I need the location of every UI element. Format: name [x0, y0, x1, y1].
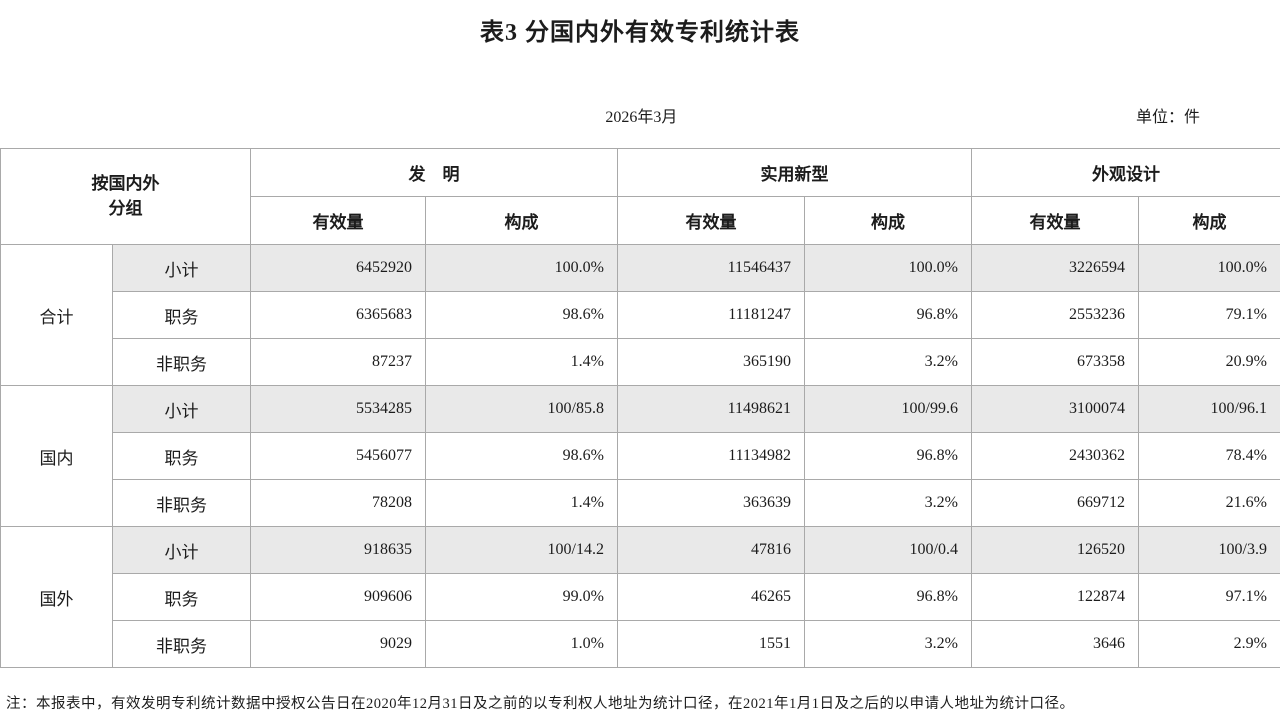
table-cell: 1.4% — [425, 338, 618, 386]
table-cell: 2.9% — [1138, 620, 1280, 668]
table-cell: 3.2% — [804, 338, 972, 386]
table-row: 合计 小计 6452920 100.0% 11546437 100.0% 322… — [0, 244, 1280, 386]
col-header-invention-composition: 构成 — [425, 196, 618, 245]
table-row: 职务 909606 99.0% 46265 96.8% 122874 97.1% — [1, 573, 1280, 621]
header-row-subcolumns: 有效量 构成 有效量 构成 有效量 构成 — [1, 196, 1280, 245]
table-cell: 1551 — [617, 620, 805, 668]
table-row: 职务 5456077 98.6% 11134982 96.8% 2430362 … — [1, 432, 1280, 480]
table-cell: 100/14.2 — [425, 526, 618, 574]
table-cell: 3226594 — [971, 244, 1139, 292]
header-row-groups: 按国内外 分组 发 明 实用新型 外观设计 — [0, 148, 1280, 245]
table-cell: 100/3.9 — [1138, 526, 1280, 574]
table-cell: 11181247 — [617, 291, 805, 339]
col-header-invention: 发 明 — [250, 148, 618, 197]
row-header-group-by: 按国内外 分组 — [0, 148, 251, 245]
table-row: 国外 小计 918635 100/14.2 47816 100/0.4 1265… — [0, 526, 1280, 668]
category-label: 非职务 — [112, 620, 251, 668]
table-cell: 363639 — [617, 479, 805, 527]
table-cell: 1.0% — [425, 620, 618, 668]
group-label-total: 合计 — [0, 244, 113, 386]
table-cell: 100/85.8 — [425, 385, 618, 433]
table-cell: 5534285 — [250, 385, 426, 433]
footnote-text: 注：本报表中，有效发明专利统计数据中授权公告日在2020年12月31日及之前的以… — [6, 696, 1075, 712]
category-label: 职务 — [112, 432, 251, 480]
table-cell: 2553236 — [971, 291, 1139, 339]
table-cell: 669712 — [971, 479, 1139, 527]
table-cell: 78.4% — [1138, 432, 1280, 480]
meta-row: 2026年3月 单位：件 — [0, 103, 1280, 126]
col-header-utility-composition: 构成 — [804, 196, 972, 245]
table-cell: 673358 — [971, 338, 1139, 386]
col-header-design-valid: 有效量 — [971, 196, 1139, 245]
table-cell: 100.0% — [425, 244, 618, 292]
table-row: 非职务 78208 1.4% 363639 3.2% 669712 21.6% — [1, 479, 1280, 527]
table-cell: 11134982 — [617, 432, 805, 480]
table-cell: 100.0% — [1138, 244, 1280, 292]
table-cell: 100/96.1 — [1138, 385, 1280, 433]
col-header-utility-valid: 有效量 — [617, 196, 805, 245]
row-header-line2: 分组 — [108, 198, 143, 218]
table-cell: 6365683 — [250, 291, 426, 339]
patent-statistics-table: 按国内外 分组 发 明 实用新型 外观设计 有效量 构成 有效量 构成 有效量 … — [0, 148, 1280, 668]
table-cell: 99.0% — [425, 573, 618, 621]
category-label: 职务 — [112, 291, 251, 339]
category-label: 非职务 — [112, 338, 251, 386]
table-cell: 47816 — [617, 526, 805, 574]
category-label: 职务 — [112, 573, 251, 621]
table-cell: 96.8% — [804, 432, 972, 480]
group-label-domestic: 国内 — [0, 385, 113, 527]
category-label: 小计 — [112, 385, 251, 433]
table-cell: 87237 — [250, 338, 426, 386]
table-cell: 3646 — [971, 620, 1139, 668]
category-label: 小计 — [112, 526, 251, 574]
table-cell: 3.2% — [804, 479, 972, 527]
table-cell: 100.0% — [804, 244, 972, 292]
table-cell: 96.8% — [804, 573, 972, 621]
table-row: 国内 小计 5534285 100/85.8 11498621 100/99.6… — [0, 385, 1280, 527]
table-cell: 100/99.6 — [804, 385, 972, 433]
table-cell: 11546437 — [617, 244, 805, 292]
table-cell: 20.9% — [1138, 338, 1280, 386]
table-cell: 98.6% — [425, 291, 618, 339]
table-cell: 6452920 — [250, 244, 426, 292]
table-cell: 98.6% — [425, 432, 618, 480]
table-cell: 3.2% — [804, 620, 972, 668]
table-cell: 100/0.4 — [804, 526, 972, 574]
group-label-foreign: 国外 — [0, 526, 113, 668]
table-cell: 918635 — [250, 526, 426, 574]
table-cell: 96.8% — [804, 291, 972, 339]
table-cell: 2430362 — [971, 432, 1139, 480]
col-header-invention-valid: 有效量 — [250, 196, 426, 245]
col-header-design: 外观设计 — [971, 148, 1280, 197]
category-label: 小计 — [112, 244, 251, 292]
table-row: 非职务 9029 1.0% 1551 3.2% 3646 2.9% — [1, 620, 1280, 668]
table-cell: 11498621 — [617, 385, 805, 433]
col-header-design-composition: 构成 — [1138, 196, 1280, 245]
unit-label: 单位：件 — [1135, 109, 1200, 126]
table-cell: 79.1% — [1138, 291, 1280, 339]
page-title: 表3 分国内外有效专利统计表 — [480, 20, 800, 46]
report-date: 2026年3月 — [605, 109, 678, 126]
table-cell: 365190 — [617, 338, 805, 386]
table-cell: 21.6% — [1138, 479, 1280, 527]
table-cell: 122874 — [971, 573, 1139, 621]
table-cell: 3100074 — [971, 385, 1139, 433]
table-cell: 78208 — [250, 479, 426, 527]
category-label: 非职务 — [112, 479, 251, 527]
table-cell: 909606 — [250, 573, 426, 621]
table-row: 职务 6365683 98.6% 11181247 96.8% 2553236 … — [1, 291, 1280, 339]
table-cell: 9029 — [250, 620, 426, 668]
row-header-line1: 按国内外 — [91, 173, 160, 193]
col-header-utility-model: 实用新型 — [617, 148, 972, 197]
table-cell: 46265 — [617, 573, 805, 621]
table-row: 非职务 87237 1.4% 365190 3.2% 673358 20.9% — [1, 338, 1280, 386]
table-cell: 126520 — [971, 526, 1139, 574]
table-cell: 5456077 — [250, 432, 426, 480]
table-cell: 97.1% — [1138, 573, 1280, 621]
table-cell: 1.4% — [425, 479, 618, 527]
